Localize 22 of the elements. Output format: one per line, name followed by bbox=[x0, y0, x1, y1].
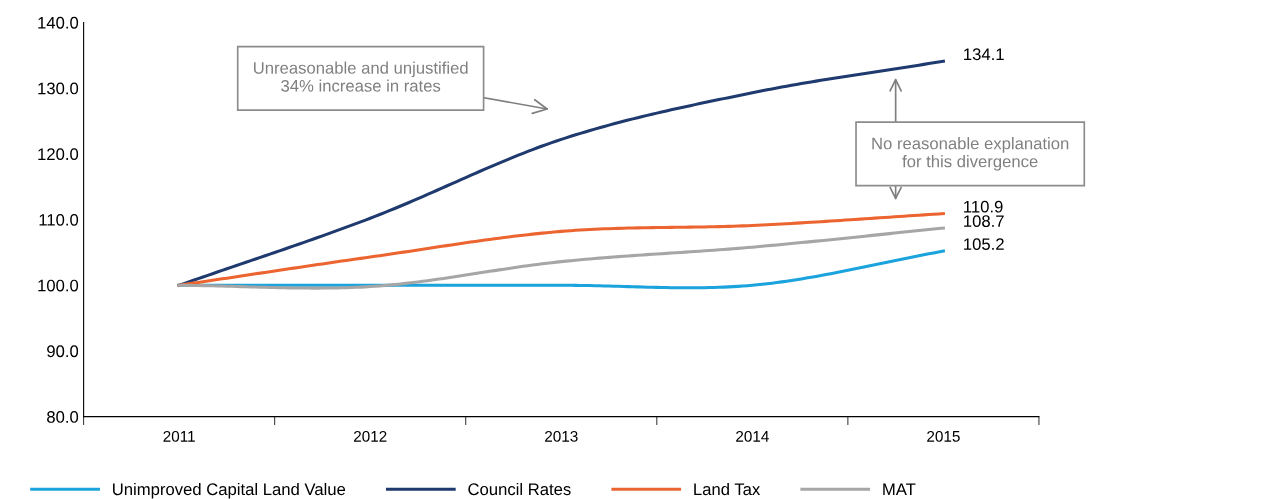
x-tick-label: 2012 bbox=[353, 430, 387, 442]
legend-label: MAT bbox=[883, 483, 916, 495]
annotation: Unreasonable and unjustified 34% increase in rates bbox=[254, 61, 468, 92]
y-tick-label: 110.0 bbox=[39, 213, 79, 226]
y-tick-label: 90.0 bbox=[47, 345, 79, 358]
legend-label: Council Rates bbox=[468, 482, 571, 496]
x-tick-label: 2015 bbox=[927, 430, 960, 442]
legend-label: Unimproved Capital Land Value bbox=[113, 482, 346, 499]
x-tick-label: 2014 bbox=[736, 430, 769, 442]
y-tick-label: 130.0 bbox=[38, 82, 79, 95]
data-label: 108.7 bbox=[964, 215, 1004, 228]
annotation: No reasonable explanation for this divergence bbox=[872, 137, 1069, 171]
x-tick-label: 2011 bbox=[163, 430, 195, 442]
y-tick-label: 140.0 bbox=[38, 16, 79, 29]
x-tick-label: 2013 bbox=[545, 430, 578, 442]
y-tick-label: 100.0 bbox=[38, 279, 79, 292]
data-label: 110.9 bbox=[964, 200, 1003, 213]
legend-label: Land Tax bbox=[694, 482, 761, 496]
y-tick-label: 80.0 bbox=[47, 411, 79, 423]
data-label: 134.1 bbox=[964, 48, 1004, 61]
y-tick-label: 120.0 bbox=[38, 148, 79, 161]
data-label: 105.2 bbox=[964, 238, 1004, 251]
